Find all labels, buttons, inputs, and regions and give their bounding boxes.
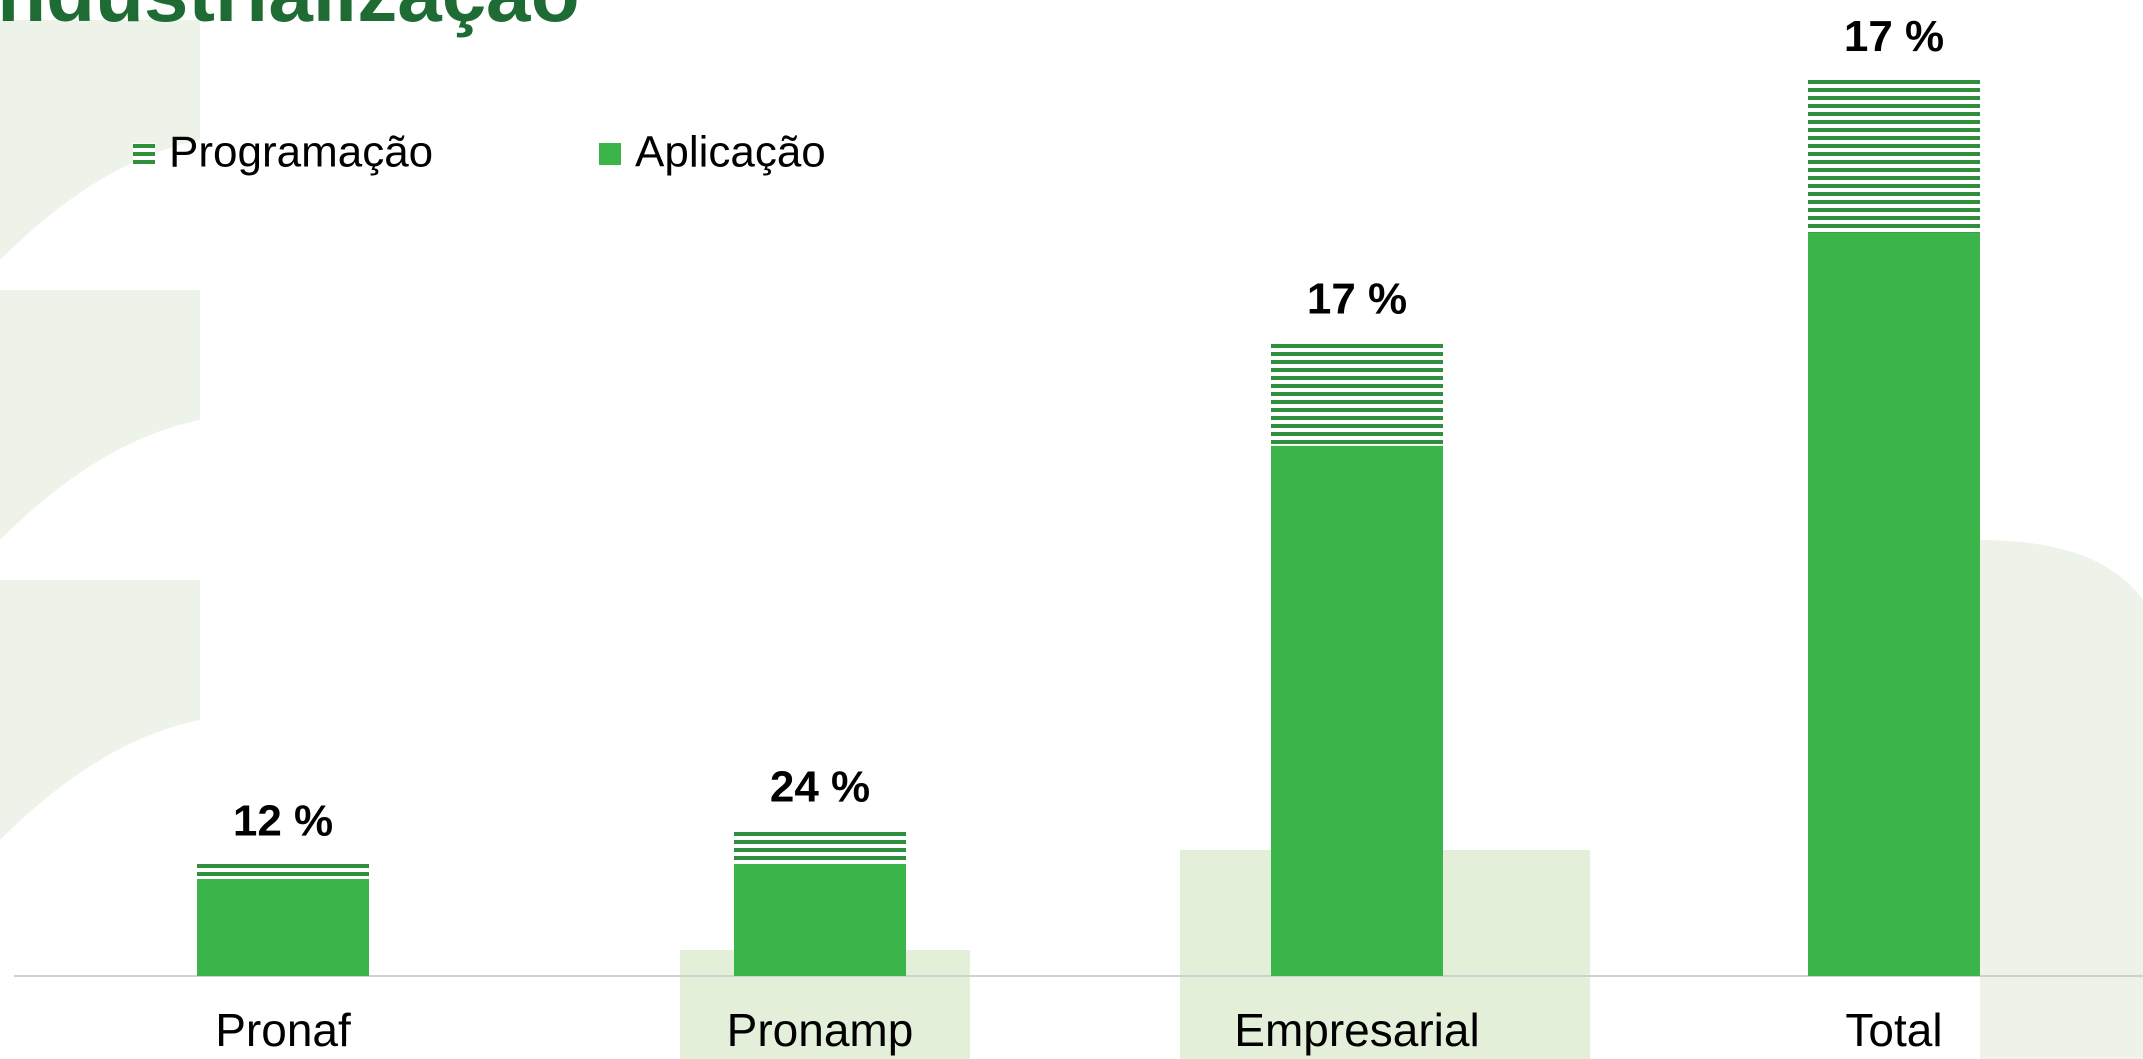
- bar-segment: [734, 830, 906, 864]
- bar-segment: [1271, 342, 1443, 446]
- bar-segment: [197, 864, 369, 879]
- x-tick-label: Empresarial: [1234, 1004, 1479, 1056]
- bar-segment: [1808, 79, 1980, 232]
- x-tick-label: Pronamp: [727, 1004, 914, 1056]
- bar-segment: [1271, 446, 1443, 976]
- data-label: 12 %: [233, 797, 333, 846]
- legend-label: Aplicação: [635, 128, 826, 177]
- bar-segment: [197, 879, 369, 976]
- chart: Industrialização Programação Aplicação 12 …: [0, 0, 2143, 1059]
- legend-label: Programação: [169, 128, 433, 177]
- bar-segment: [1808, 233, 1980, 976]
- bar-segment: [734, 864, 906, 976]
- data-label: 17 %: [1844, 12, 1944, 61]
- data-label: 24 %: [770, 762, 870, 811]
- chart-title: Industrialização: [0, 0, 580, 38]
- legend-marker: [599, 143, 621, 165]
- legend-marker: [133, 143, 155, 165]
- x-tick-label: Pronaf: [215, 1004, 351, 1056]
- x-tick-label: Total: [1845, 1004, 1942, 1056]
- data-label: 17 %: [1307, 274, 1407, 323]
